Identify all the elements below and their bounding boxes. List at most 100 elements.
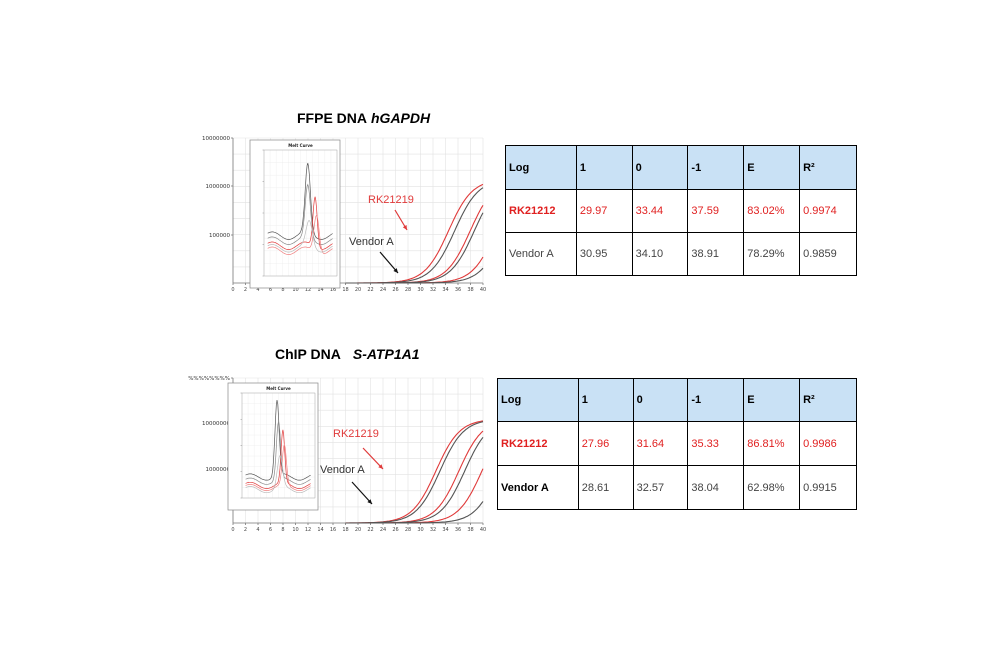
table-2-header-cell: R² [799, 378, 857, 422]
table-2-cell: Vendor A [497, 465, 579, 510]
x-tick-label: 6 [269, 287, 272, 293]
x-tick-label: 2 [244, 287, 247, 293]
table-2-cell: 32.57 [632, 465, 689, 510]
amplification-curve [345, 183, 484, 284]
panel-2-title-gene: S-ATP1A1 [352, 346, 420, 362]
annotation-rk21219: RK21219 [368, 194, 414, 206]
x-tick-label: 22 [367, 287, 373, 293]
arrow-black-head [393, 268, 398, 273]
x-tick-label: 12 [305, 287, 311, 293]
x-tick-label: 18 [342, 287, 348, 293]
table-1-row-rk: RK21212 29.97 33.44 37.59 83.02% 0.9974 [505, 189, 857, 233]
results-table-1: Log 1 0 -1 E R² RK21212 29.97 33.44 37.5… [505, 145, 857, 276]
arrow-red-head [402, 225, 407, 230]
table-2-cell: 86.81% [743, 421, 801, 466]
table-2-cell: 62.98% [743, 465, 801, 510]
arrow-red [362, 447, 384, 470]
table-1-cell: 0.9974 [799, 189, 857, 233]
x-tick-label: 16 [330, 527, 336, 533]
table-1-cell: Vendor A [505, 232, 577, 276]
x-tick-label: 16 [330, 287, 336, 293]
amplification-chart-2: 0 2 4 6 8 10 12 14 16 18 20 22 24 26 28 30 32 34 36 38 40%%%… [188, 376, 486, 533]
x-tick-label: 36 [455, 287, 461, 293]
x-tick-label: 40 [480, 287, 486, 293]
table-1-header-row: Log 1 0 -1 E R² [505, 145, 857, 190]
x-tick-label: 28 [405, 287, 411, 293]
table-2-cell: 35.33 [687, 421, 745, 466]
amplification-curve [345, 267, 484, 284]
table-1-header-cell: E [743, 145, 801, 190]
amplification-curve [345, 436, 484, 524]
amplification-curve [345, 501, 484, 524]
table-1-cell: 34.10 [631, 232, 689, 276]
x-tick-label: 24 [380, 527, 386, 533]
table-2-cell: 27.96 [577, 421, 634, 466]
table-1-cell: 37.59 [687, 189, 745, 233]
x-tick-label: 26 [392, 287, 398, 293]
x-tick-label: 0 [231, 527, 234, 533]
x-tick-label: 34 [442, 527, 448, 533]
panel-1-title: FFPE DNA hGAPDH [297, 110, 430, 126]
table-2-row-vendor: Vendor A 28.61 32.57 38.04 62.98% 0.9915 [497, 465, 857, 510]
x-tick-label: 8 [281, 287, 284, 293]
table-2-cell: 0.9986 [799, 421, 857, 466]
x-tick-label: 4 [256, 287, 259, 293]
x-tick-label: 24 [380, 287, 386, 293]
table-2-cell: 38.04 [687, 465, 745, 510]
table-2-header-row: Log 1 0 -1 E R² [497, 378, 857, 422]
x-tick-label: 36 [455, 527, 461, 533]
melt-curve-line [245, 429, 311, 489]
table-1-header-cell: 1 [575, 145, 633, 190]
y-tick-label: 100000 [209, 233, 230, 239]
table-1-cell: 38.91 [687, 232, 745, 276]
annotation-vendor-a: Vendor A [349, 236, 394, 248]
melt-curve-inset: Melt Curve [227, 382, 319, 511]
inset-frame [249, 139, 341, 289]
x-tick-label: 18 [342, 527, 348, 533]
x-tick-label: 28 [405, 527, 411, 533]
panel-2-title: ChIP DNA S-ATP1A1 [275, 346, 420, 362]
melt-curve-line [267, 163, 333, 240]
arrow-black [379, 251, 399, 274]
panel-1-title-text: FFPE DNA [297, 110, 367, 126]
x-tick-label: 38 [467, 527, 473, 533]
table-1-row-vendor: Vendor A 30.95 34.10 38.91 78.29% 0.9859 [505, 232, 857, 276]
table-1-cell: 0.9859 [799, 232, 857, 276]
panel-2-title-text: ChIP DNA [275, 346, 341, 362]
x-tick-label: 10 [292, 527, 298, 533]
x-tick-label: 8 [281, 527, 284, 533]
table-1-cell: 33.44 [631, 189, 689, 233]
x-tick-label: 38 [467, 287, 473, 293]
table-2-header-cell: E [743, 378, 801, 422]
table-2-cell: 28.61 [577, 465, 634, 510]
arrow-red-head [378, 464, 383, 469]
annotation-rk21219: RK21219 [333, 428, 379, 440]
melt-curve-line [267, 183, 333, 245]
x-tick-label: 14 [317, 527, 323, 533]
results-table-2: Log 1 0 -1 E R² RK21212 27.96 31.64 35.3… [497, 378, 857, 510]
melt-curve-line [267, 214, 333, 255]
x-tick-label: 40 [480, 527, 486, 533]
x-tick-label: 26 [392, 527, 398, 533]
x-tick-label: 20 [355, 287, 361, 293]
x-tick-label: 22 [367, 527, 373, 533]
inset-title: Melt Curve [288, 143, 313, 148]
table-1-header-cell: 0 [631, 145, 689, 190]
y-tick-label: 1000000 [206, 467, 231, 473]
melt-curve-line [267, 220, 333, 253]
x-tick-label: 32 [430, 527, 436, 533]
table-2-cell: RK21212 [497, 421, 579, 466]
x-tick-label: 30 [417, 287, 423, 293]
x-tick-label: 10 [292, 287, 298, 293]
x-tick-label: 2 [244, 527, 247, 533]
x-tick-label: 30 [417, 527, 423, 533]
y-tick-label: 1000000 [206, 184, 231, 190]
x-tick-label: 6 [269, 527, 272, 533]
table-1-header-cell: Log [505, 145, 577, 190]
table-1-cell: 78.29% [743, 232, 801, 276]
table-1-cell: RK21212 [505, 189, 577, 233]
x-tick-label: 34 [442, 287, 448, 293]
table-1-header-cell: -1 [687, 145, 745, 190]
melt-curve-line [245, 454, 311, 494]
table-1-cell: 30.95 [575, 232, 633, 276]
